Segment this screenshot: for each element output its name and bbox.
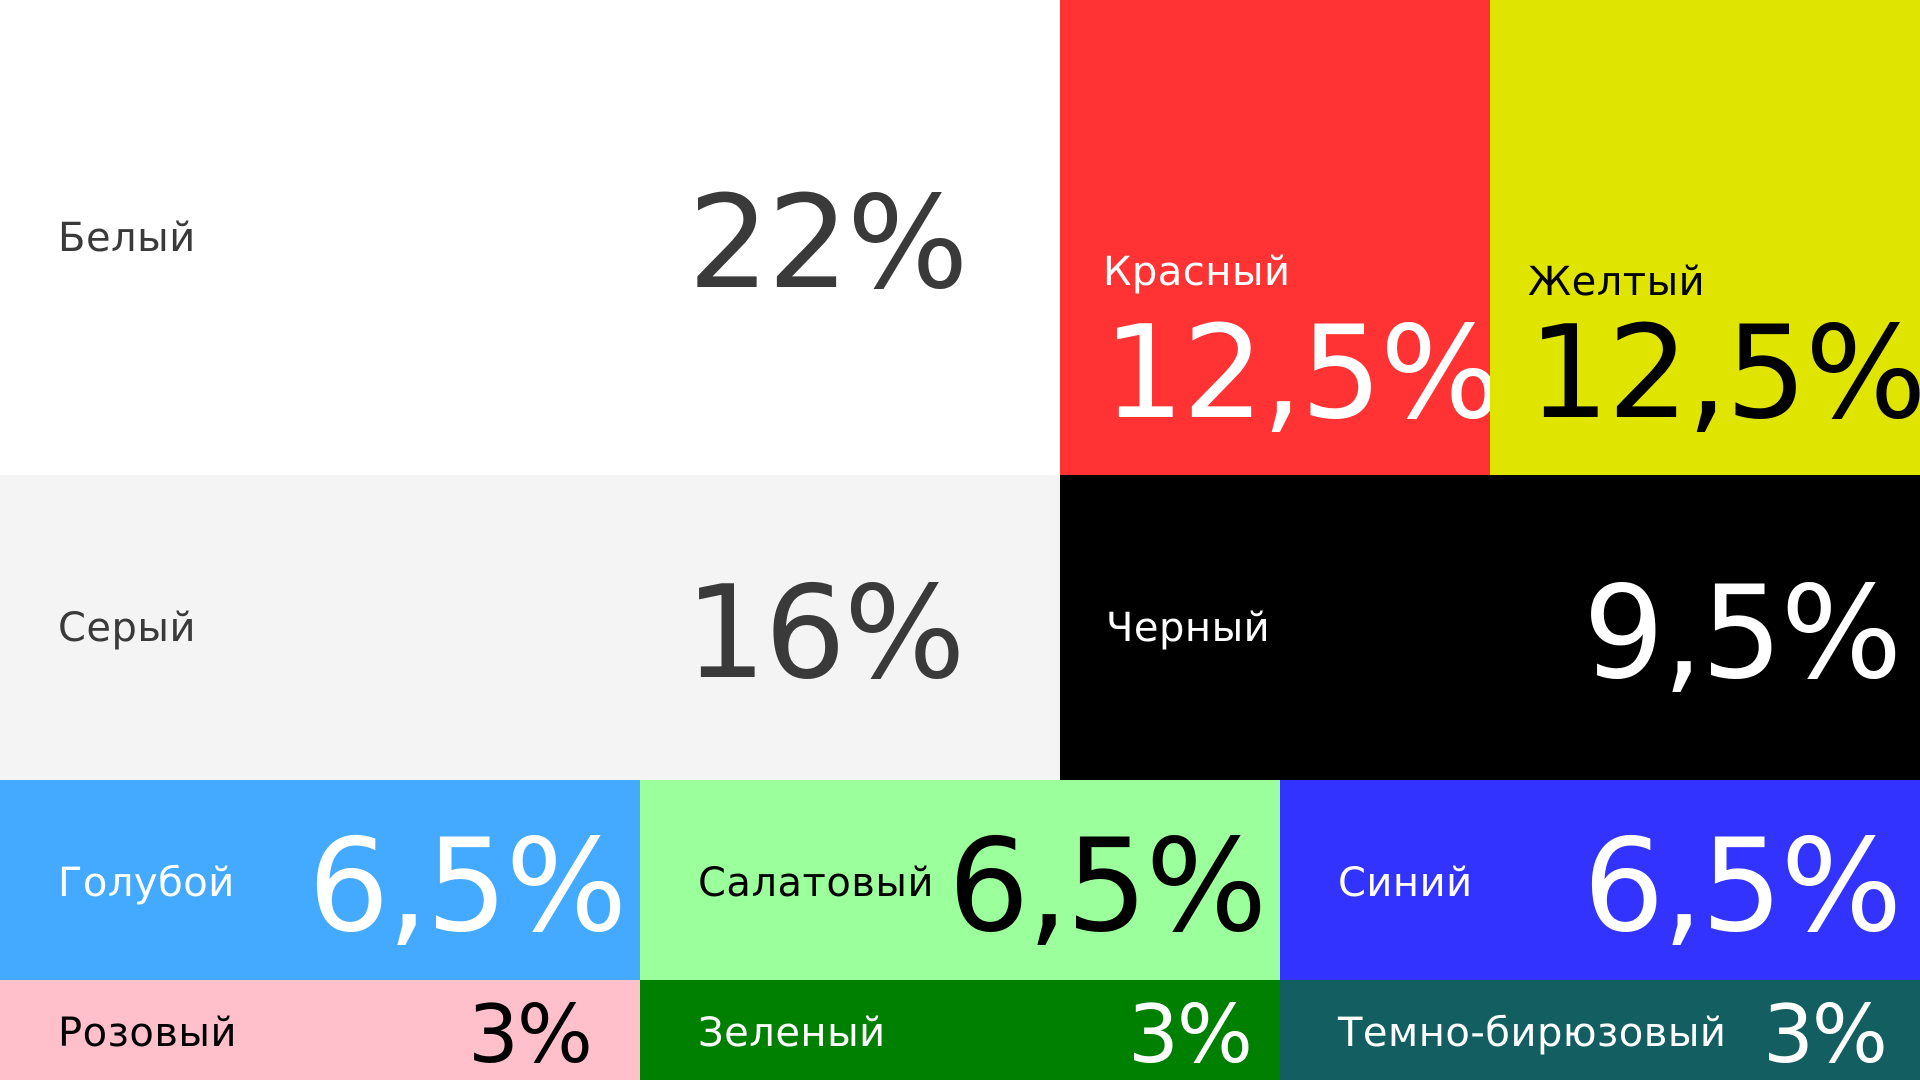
tile-label: Черный — [1106, 605, 1271, 651]
tile-value: 3% — [1128, 988, 1253, 1080]
tile-5: Черный 9,5% — [1060, 475, 1920, 780]
tile-3: Желтый 12,5% — [1490, 0, 1920, 475]
tile-value: 6,5% — [1583, 812, 1902, 961]
tile-8: Синий 6,5% — [1280, 780, 1920, 980]
tile-value: 6,5% — [308, 812, 627, 961]
tile-label: Серый — [58, 605, 197, 651]
tile-label: Синий — [1338, 860, 1473, 906]
tile-value: 22% — [688, 169, 968, 318]
tile-label: Салатовый — [698, 860, 934, 906]
tile-label: Розовый — [58, 1010, 237, 1056]
tile-6: Голубой 6,5% — [0, 780, 640, 980]
tile-value: 3% — [468, 988, 593, 1080]
tile-4: Серый 16% — [0, 475, 1060, 780]
tile-9: Розовый 3% — [0, 980, 640, 1080]
tile-11: Темно-бирюзовый 3% — [1280, 980, 1920, 1080]
tile-label: Белый — [58, 215, 196, 261]
tile-label: Темно-бирюзовый — [1338, 1010, 1727, 1056]
tile-7: Салатовый 6,5% — [640, 780, 1280, 980]
tile-label: Голубой — [58, 860, 235, 906]
tile-value: 12,5% — [1103, 299, 1490, 448]
tile-10: Зеленый 3% — [640, 980, 1280, 1080]
tile-value: 6,5% — [948, 812, 1267, 961]
tile-value: 12,5% — [1528, 299, 1920, 448]
tile-2: Красный 12,5% — [1060, 0, 1490, 475]
tile-label: Желтый — [1528, 259, 1706, 305]
tile-value: 9,5% — [1583, 559, 1902, 708]
tile-label: Красный — [1103, 249, 1291, 295]
tile-value: 3% — [1763, 988, 1888, 1080]
tile-label: Зеленый — [698, 1010, 886, 1056]
tile-1: Белый 22% — [0, 0, 1060, 475]
tile-value: 16% — [685, 559, 965, 708]
